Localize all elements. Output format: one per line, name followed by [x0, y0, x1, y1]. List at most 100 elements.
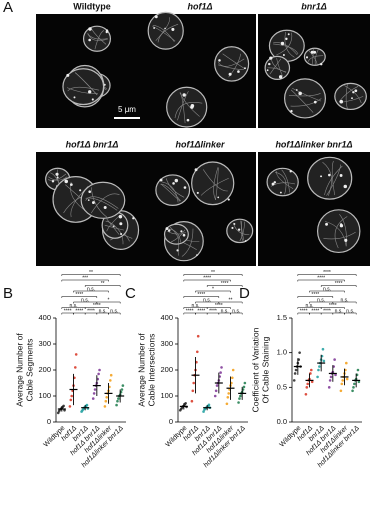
sig-bracket — [320, 307, 345, 309]
spot — [64, 179, 69, 184]
spot — [196, 191, 199, 195]
sig-label: n.s. — [99, 309, 107, 315]
data-point — [120, 388, 124, 391]
spot — [87, 199, 90, 201]
spot — [167, 229, 171, 232]
cable — [160, 183, 181, 202]
spot — [268, 62, 271, 66]
panel-label: A — [3, 0, 13, 16]
data-point — [345, 377, 349, 381]
data-point — [74, 353, 78, 356]
cable — [90, 193, 120, 214]
panel-label: C — [125, 285, 136, 302]
data-point — [238, 397, 241, 400]
sig-bracket — [61, 274, 121, 276]
data-point — [117, 397, 120, 400]
sig-label: n.s. — [317, 298, 325, 304]
spot — [105, 30, 108, 34]
spot — [279, 191, 282, 194]
data-point — [293, 372, 297, 375]
data-point — [226, 396, 230, 399]
cable — [314, 49, 319, 66]
data-point — [62, 404, 65, 408]
spot — [218, 59, 221, 62]
spot — [194, 168, 198, 172]
spot — [320, 63, 323, 66]
spot — [119, 222, 123, 226]
cable — [200, 177, 229, 196]
sig-label: **** — [93, 303, 101, 309]
sig-label: **** — [221, 281, 229, 287]
data-point — [321, 347, 325, 351]
spot — [233, 223, 236, 225]
sig-label: n.s. — [232, 309, 240, 315]
image-label: Wildtype — [73, 1, 110, 11]
data-point — [109, 379, 112, 382]
data-point — [92, 392, 96, 395]
data-point — [68, 405, 72, 408]
spot — [88, 38, 91, 42]
data-point — [196, 334, 200, 338]
cable — [240, 220, 245, 241]
spot — [70, 183, 73, 186]
cell — [307, 156, 353, 200]
cable — [323, 231, 356, 240]
sig-bracket — [218, 301, 243, 304]
spot — [328, 173, 331, 177]
image-label: hof1Δ — [187, 1, 212, 11]
y-tick-label: 400 — [160, 313, 173, 322]
data-point — [340, 382, 344, 386]
cell — [166, 86, 208, 128]
sig-label: * — [108, 298, 110, 304]
image-label: hof1Δ bnr1Δ — [66, 139, 119, 149]
cell — [283, 78, 327, 119]
spot — [171, 27, 175, 31]
cable — [270, 182, 296, 187]
spot — [165, 227, 169, 230]
data-point — [220, 366, 223, 369]
cable — [155, 17, 171, 41]
data-point — [328, 379, 332, 382]
cable — [94, 30, 105, 50]
cable — [179, 92, 200, 117]
sig-label: **** — [335, 281, 343, 287]
data-point — [316, 375, 319, 379]
sig-label: **** — [64, 309, 72, 315]
data-point — [339, 389, 343, 393]
sig-label: n.s. — [81, 298, 89, 304]
cable — [324, 221, 347, 247]
spot — [103, 205, 107, 209]
cable — [339, 214, 347, 247]
sig-label: * — [212, 287, 214, 293]
sig-label: n.s. — [203, 298, 211, 304]
sig-bracket — [344, 312, 357, 315]
cable — [338, 86, 359, 102]
spot — [352, 91, 355, 94]
data-point — [231, 368, 235, 372]
data-point — [357, 380, 361, 384]
cable — [157, 23, 179, 43]
spot — [340, 223, 343, 226]
sig-label: ** — [211, 270, 215, 276]
sig-label: **** — [311, 309, 319, 315]
data-point — [353, 382, 356, 386]
data-point — [292, 379, 296, 382]
sig-bracket — [108, 312, 121, 315]
sig-label: **** — [75, 309, 83, 315]
cable — [331, 160, 335, 196]
data-point — [318, 365, 321, 368]
sig-label: **** — [300, 309, 308, 315]
sig-bracket — [309, 290, 345, 293]
data-point — [356, 368, 360, 372]
spot — [217, 196, 220, 199]
data-point — [310, 368, 313, 372]
cable — [311, 48, 314, 65]
cable — [326, 164, 342, 196]
cable — [167, 230, 186, 235]
image-label: bnr1Δ — [301, 1, 327, 11]
cell — [334, 82, 367, 111]
sig-bracket — [297, 274, 357, 276]
sig-bracket — [183, 296, 220, 298]
cable — [290, 89, 314, 113]
data-point — [191, 389, 195, 393]
